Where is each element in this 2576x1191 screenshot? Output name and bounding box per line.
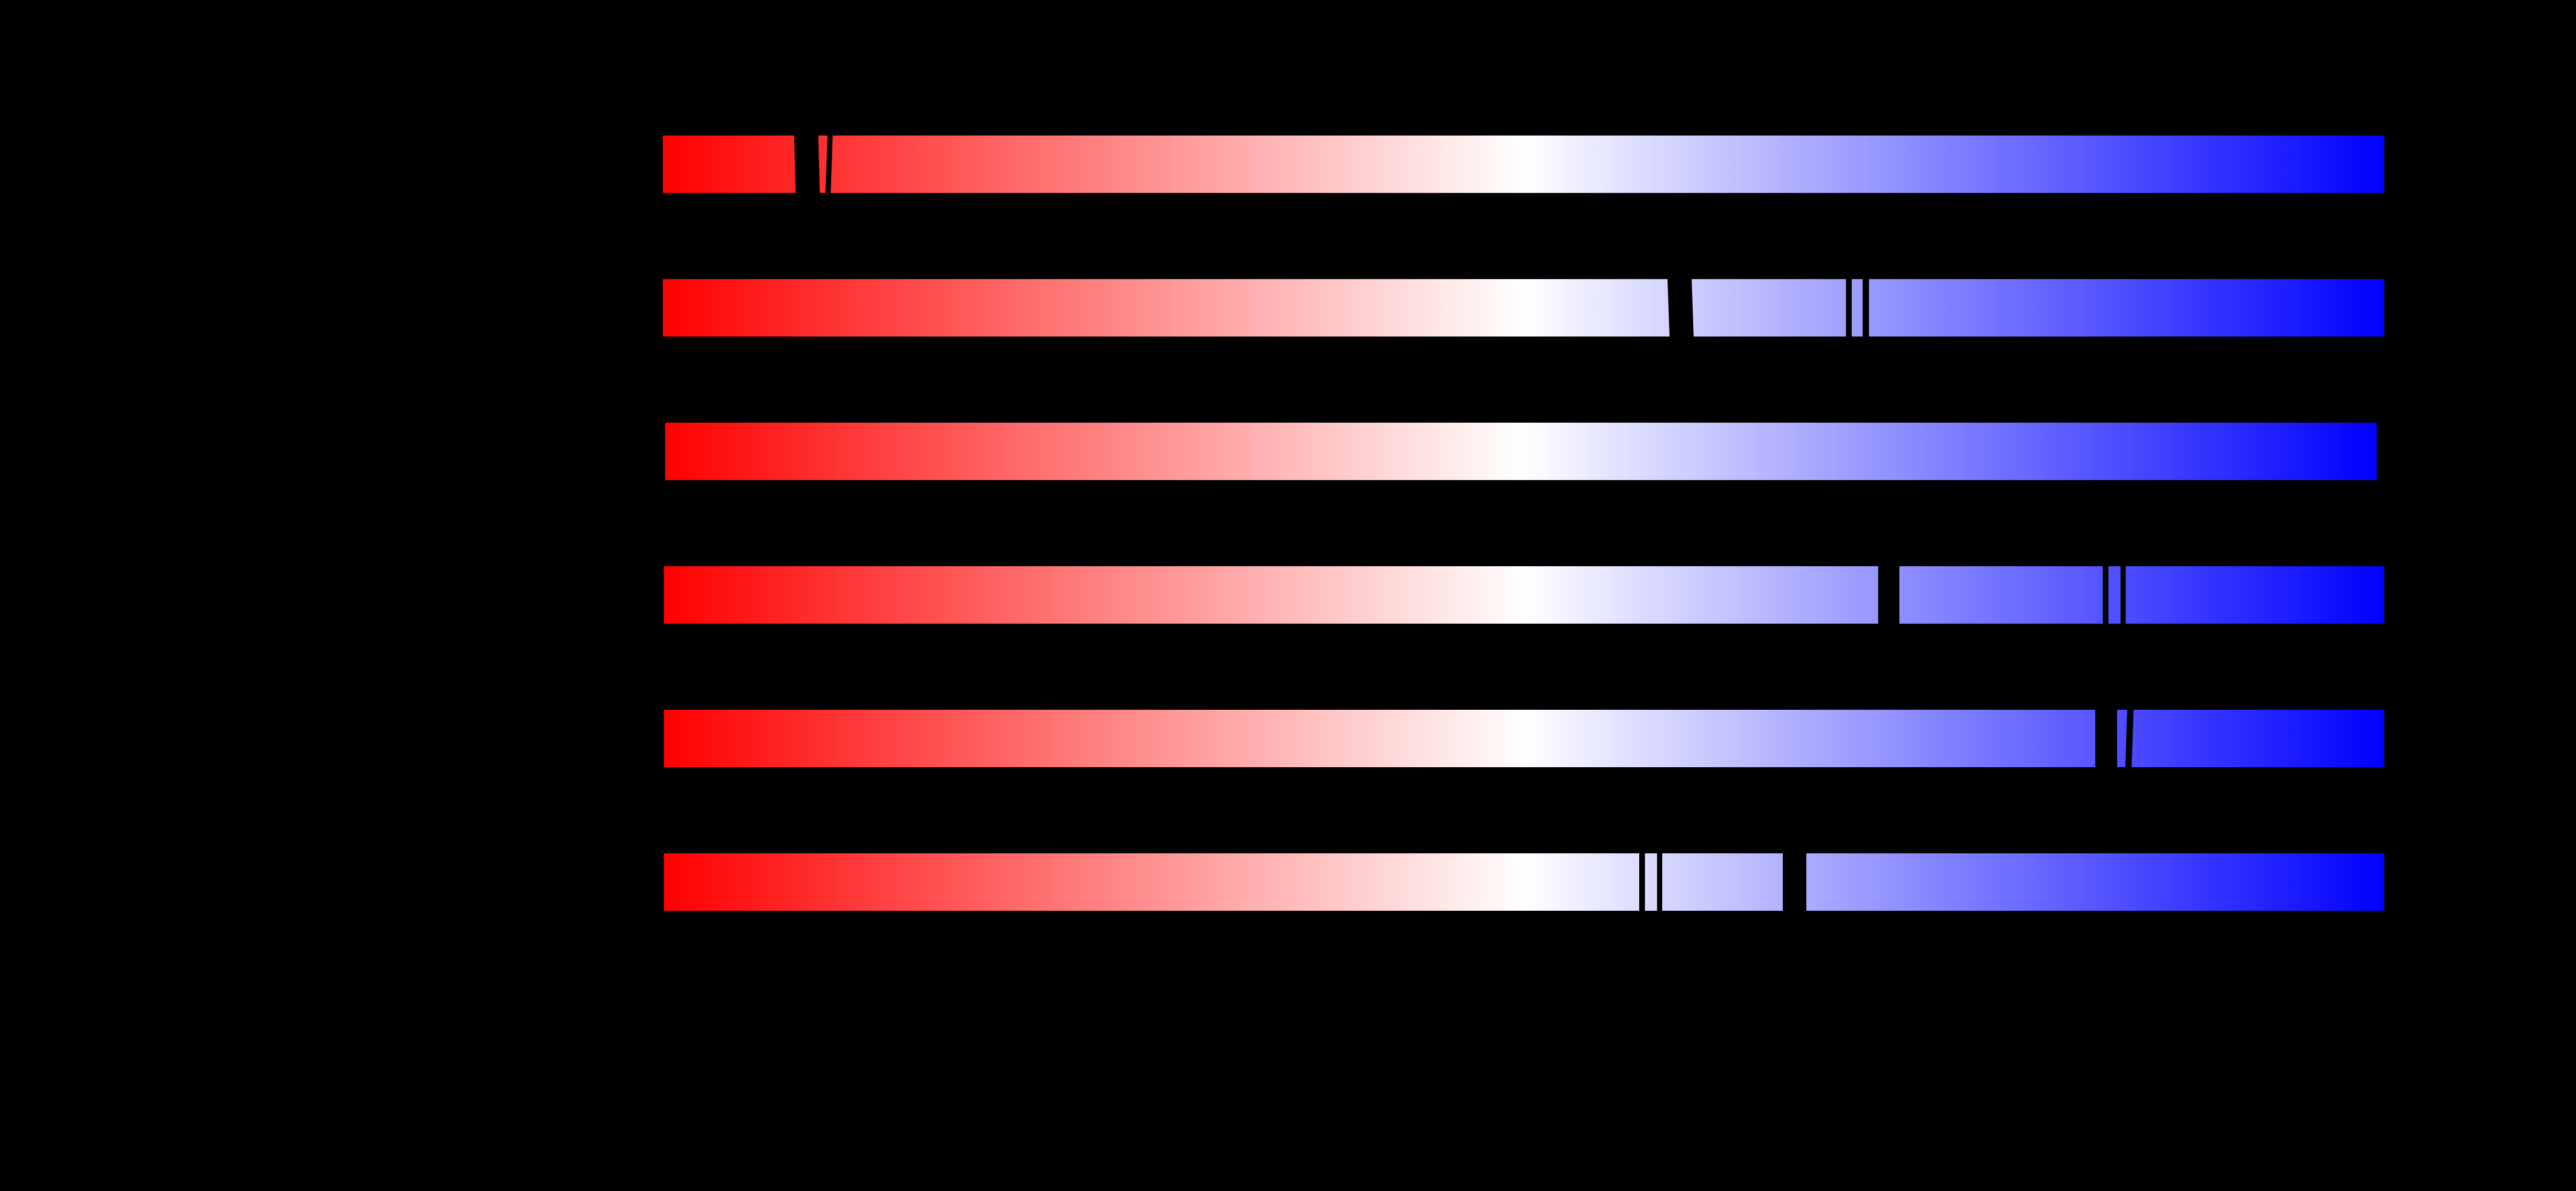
thin-marker-line xyxy=(2125,709,2134,768)
bar-5 xyxy=(664,709,2384,768)
thick-marker-line xyxy=(1783,852,1806,912)
thin-marker-line xyxy=(825,134,833,194)
bar-3 xyxy=(665,423,2377,480)
bar-1 xyxy=(663,134,2384,194)
thin-marker-line xyxy=(2103,565,2108,625)
thick-marker-line xyxy=(1667,278,1694,338)
thick-marker-line xyxy=(1878,565,1899,625)
thin-marker-line xyxy=(1639,852,1645,912)
bar-2 xyxy=(663,278,2384,338)
thin-marker-line xyxy=(1863,278,1869,338)
thick-marker-line xyxy=(794,134,820,194)
bar-4 xyxy=(664,565,2384,625)
thin-marker-line xyxy=(1657,852,1662,912)
bar-6 xyxy=(664,852,2384,912)
thin-marker-line xyxy=(1846,278,1852,338)
thin-marker-line xyxy=(2121,565,2126,625)
thick-marker-line xyxy=(2095,709,2117,768)
